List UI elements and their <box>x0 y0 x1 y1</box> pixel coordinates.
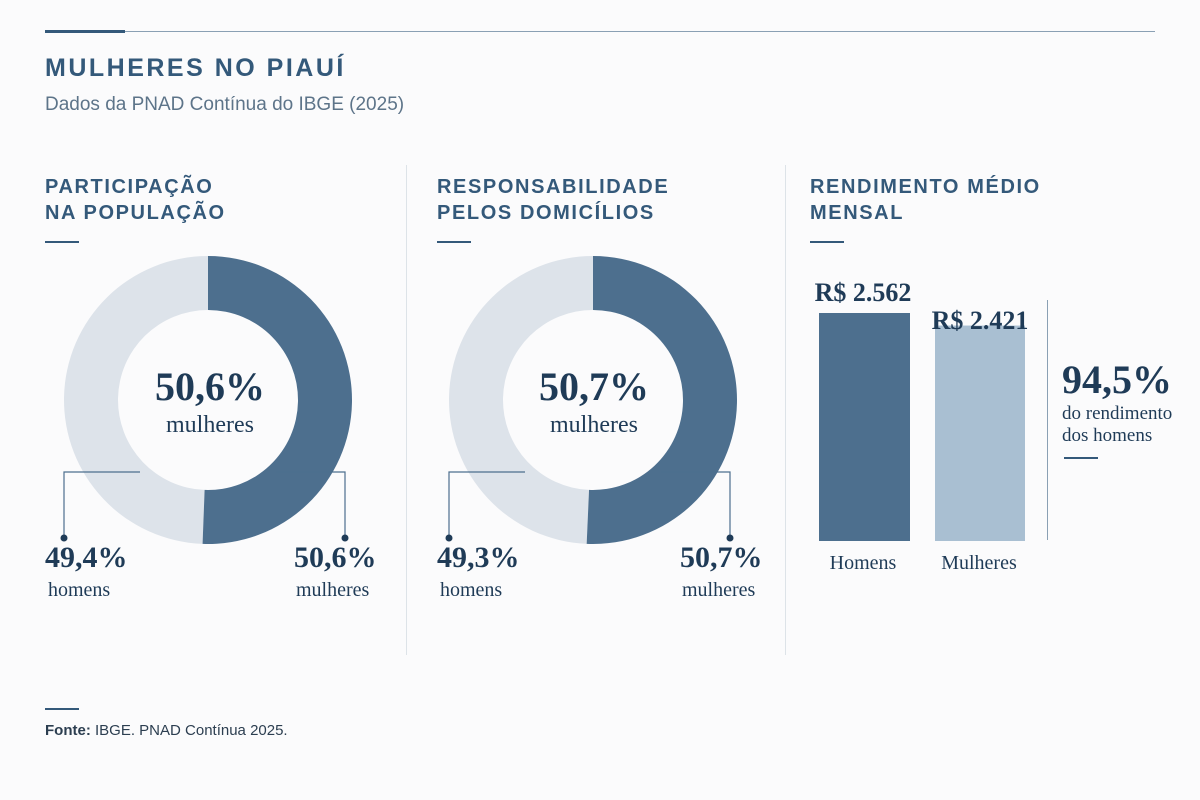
section-rule <box>45 241 79 243</box>
header-rule <box>125 31 1155 32</box>
population-women-percent: 50,6% <box>294 541 377 574</box>
population-women-leader <box>276 471 346 538</box>
population-men-leader <box>63 471 140 538</box>
income-ratio-label: do rendimento dos homens <box>1062 403 1172 447</box>
section-rule <box>810 241 844 243</box>
section-rule <box>437 241 471 243</box>
men-category-label: Homens <box>829 552 897 574</box>
income-section-title: RENDIMENTO MÉDIO MENSAL <box>810 174 1041 226</box>
households-women-label: mulheres <box>682 579 756 601</box>
households-center-label: mulheres <box>550 412 638 438</box>
population-men-label: homens <box>48 579 111 601</box>
ratio-divider <box>1047 300 1048 540</box>
population-women-leader-dot <box>341 534 349 542</box>
income-title-line2: MENSAL <box>810 202 905 224</box>
population-title-line1: PARTICIPAÇÃO <box>45 176 214 198</box>
panel-divider <box>785 165 786 655</box>
page-title: MULHERES NO PIAUÍ <box>45 54 346 82</box>
population-men-percent: 49,4% <box>45 541 128 574</box>
population-section-title: PARTICIPAÇÃO NA POPULAÇÃO <box>45 174 226 226</box>
footer-rule <box>45 708 79 710</box>
households-men-leader <box>448 471 525 538</box>
households-title-line2: PELOS DOMICÍLIOS <box>437 202 655 224</box>
income-ratio-percent: 94,5% <box>1062 357 1172 402</box>
households-men-leader-dot <box>445 534 453 542</box>
ratio-rule <box>1064 457 1098 459</box>
income-ratio-label-line1: do rendimento <box>1062 403 1173 424</box>
households-men-label: homens <box>440 579 503 601</box>
population-center-percent: 50,6% <box>155 364 265 409</box>
households-title-line1: RESPONSABILIDADE <box>437 176 670 198</box>
women-income-bar <box>935 325 1025 541</box>
households-women-leader-dot <box>726 534 734 542</box>
households-men-percent: 49,3% <box>437 541 520 574</box>
source-label: Fonte: <box>45 722 91 739</box>
women-income-value: R$ 2.421 <box>931 306 1029 335</box>
men-income-value: R$ 2.562 <box>814 278 912 307</box>
households-women-leader <box>661 471 731 538</box>
source-note: Fonte: IBGE. PNAD Contínua 2025. <box>45 722 288 739</box>
population-men-leader-dot <box>60 534 68 542</box>
men-income-bar <box>819 313 910 541</box>
panel-divider <box>406 165 407 655</box>
women-category-label: Mulheres <box>941 552 1017 574</box>
households-section-title: RESPONSABILIDADE PELOS DOMICÍLIOS <box>437 174 669 226</box>
page-subtitle: Dados da PNAD Contínua do IBGE (2025) <box>45 94 405 115</box>
population-center-label: mulheres <box>166 412 254 438</box>
source-text: IBGE. PNAD Contínua 2025. <box>90 722 288 739</box>
households-women-percent: 50,7% <box>680 541 763 574</box>
population-women-label: mulheres <box>296 579 370 601</box>
income-title-line1: RENDIMENTO MÉDIO <box>810 176 1041 198</box>
header-accent-rule <box>45 30 125 33</box>
income-ratio-label-line2: dos homens <box>1062 425 1153 446</box>
population-title-line2: NA POPULAÇÃO <box>45 202 226 224</box>
households-center-percent: 50,7% <box>539 364 649 409</box>
